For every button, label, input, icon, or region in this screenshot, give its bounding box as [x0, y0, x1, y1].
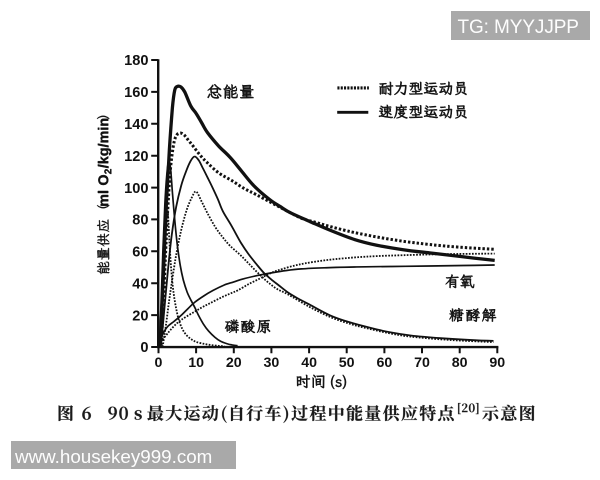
- svg-text:40: 40: [132, 276, 148, 292]
- svg-text:60: 60: [132, 245, 148, 261]
- svg-text:40: 40: [301, 355, 317, 371]
- svg-text:80: 80: [452, 355, 468, 371]
- svg-text:100: 100: [124, 181, 148, 197]
- svg-text:140: 140: [124, 117, 148, 133]
- svg-text:20: 20: [132, 308, 148, 324]
- svg-text:30: 30: [264, 355, 280, 371]
- svg-text:10: 10: [188, 355, 204, 371]
- svg-text:50: 50: [339, 355, 355, 371]
- svg-text:0: 0: [140, 340, 148, 356]
- svg-text:180: 180: [124, 53, 148, 69]
- svg-text:120: 120: [124, 149, 148, 165]
- svg-text:60: 60: [377, 355, 393, 371]
- svg-text:www.housekey999.com: www.housekey999.com: [14, 446, 212, 467]
- svg-text:80: 80: [132, 213, 148, 229]
- svg-text:20: 20: [226, 355, 242, 371]
- svg-text:160: 160: [124, 85, 148, 101]
- svg-text:0: 0: [155, 355, 163, 371]
- svg-text:70: 70: [414, 355, 430, 371]
- svg-text:TG: MYYJJPP: TG: MYYJJPP: [458, 17, 579, 38]
- svg-text:90: 90: [489, 355, 505, 371]
